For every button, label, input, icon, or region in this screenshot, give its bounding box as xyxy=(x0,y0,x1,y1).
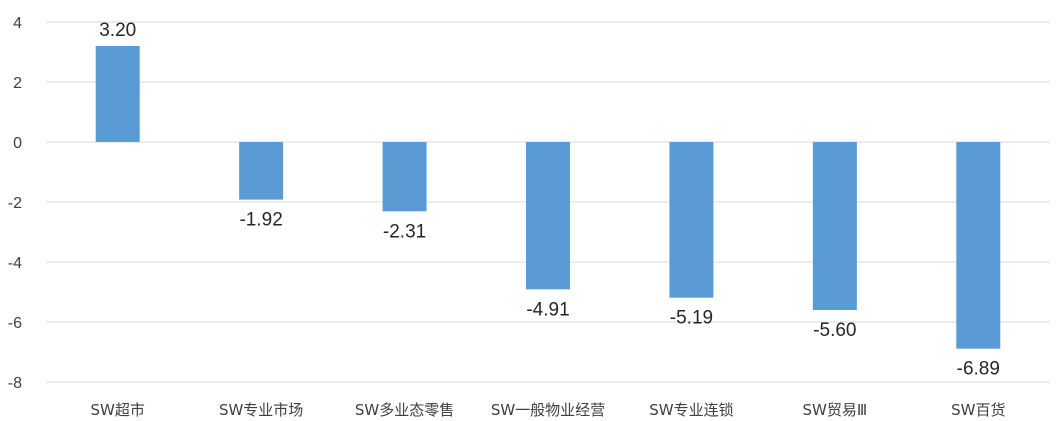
data-label: -5.19 xyxy=(670,308,713,329)
x-category-label: SW百货 xyxy=(951,401,1005,419)
y-tick-label: 4 xyxy=(13,15,22,32)
bar xyxy=(382,142,427,212)
bar xyxy=(526,142,570,290)
bar xyxy=(239,142,284,200)
y-tick-label: -8 xyxy=(8,375,22,392)
y-tick-label: 2 xyxy=(13,75,22,92)
bar xyxy=(812,142,857,310)
data-label: -2.31 xyxy=(383,221,426,242)
bar xyxy=(956,142,1001,349)
y-tick-label: -4 xyxy=(8,255,22,272)
bars xyxy=(95,46,1001,349)
data-label: -6.89 xyxy=(957,359,1000,380)
y-axis-ticks: 4 2 0 -2 -4 -6 -8 xyxy=(8,15,22,392)
data-label: -1.92 xyxy=(239,210,282,231)
data-labels: 3.20 -1.92 -2.31 -4.91 -5.19 -5.60 -6.89 xyxy=(99,20,1000,380)
bar xyxy=(669,142,714,298)
x-category-label: SW超市 xyxy=(91,401,145,419)
data-label: -4.91 xyxy=(526,299,569,320)
y-tick-label: 0 xyxy=(13,135,22,152)
x-category-label: SW多业态零售 xyxy=(355,401,454,419)
y-tick-label: -6 xyxy=(8,315,22,332)
x-category-label: SW贸易Ⅲ xyxy=(803,401,868,419)
x-category-label: SW一般物业经营 xyxy=(491,401,605,419)
data-label: 3.20 xyxy=(99,20,136,41)
x-axis-categories: SW超市 SW专业市场 SW多业态零售 SW一般物业经营 SW专业连锁 SW贸易Ⅲ SW百货 xyxy=(91,401,1006,419)
bar xyxy=(95,46,140,142)
y-tick-label: -2 xyxy=(8,195,22,212)
x-category-label: SW专业连锁 xyxy=(649,401,733,419)
x-category-label: SW专业市场 xyxy=(219,401,303,419)
data-label: -5.60 xyxy=(813,320,856,341)
